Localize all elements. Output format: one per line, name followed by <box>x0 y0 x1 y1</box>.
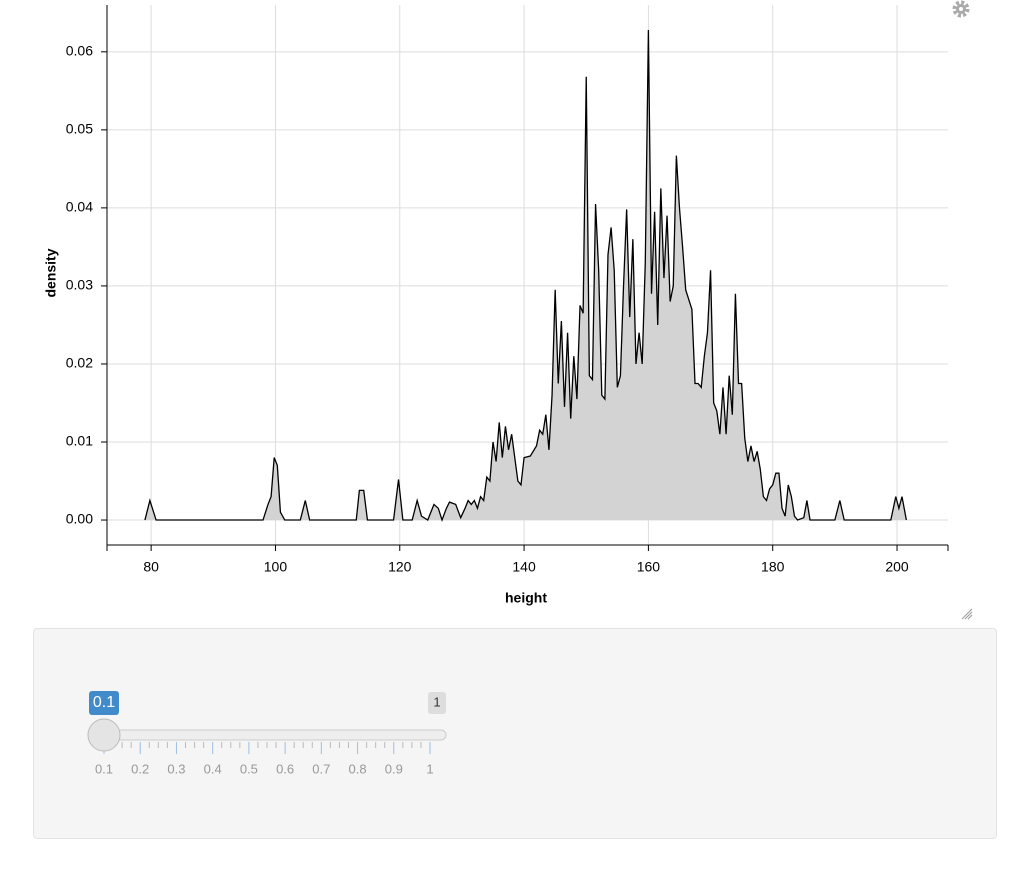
sidebar-panel <box>33 628 997 839</box>
y-tick-label: 0.04 <box>66 199 93 215</box>
resize-handle[interactable] <box>961 608 973 620</box>
x-tick-label: 80 <box>143 559 159 575</box>
y-axis-label: density <box>43 248 59 297</box>
x-tick-label: 160 <box>637 559 661 575</box>
settings-icon[interactable] <box>952 0 970 18</box>
y-tick-label: 0.01 <box>66 433 93 449</box>
x-tick-label: 180 <box>761 559 785 575</box>
y-tick-label: 0.03 <box>66 277 93 293</box>
y-tick-label: 0.05 <box>66 121 93 137</box>
chart: height density 0.00 0.01 0.02 0.03 0.04 0.05 0… <box>43 0 973 620</box>
y-tick-label: 0.06 <box>66 43 93 59</box>
handle-line <box>961 608 973 620</box>
y-tick-label: 0.00 <box>66 511 93 527</box>
density-area <box>144 29 907 521</box>
gear-hole <box>959 7 963 11</box>
x-axis-label: height <box>505 590 547 606</box>
handle-line <box>967 614 973 620</box>
handle-line <box>964 611 973 620</box>
density-line <box>144 29 907 523</box>
x-tick-label: 200 <box>885 559 909 575</box>
x-tick-label: 120 <box>388 559 412 575</box>
x-tick-label: 100 <box>264 559 288 575</box>
gear-teeth <box>952 0 970 18</box>
y-tick-label: 0.02 <box>66 355 93 371</box>
x-tick-label: 140 <box>512 559 536 575</box>
